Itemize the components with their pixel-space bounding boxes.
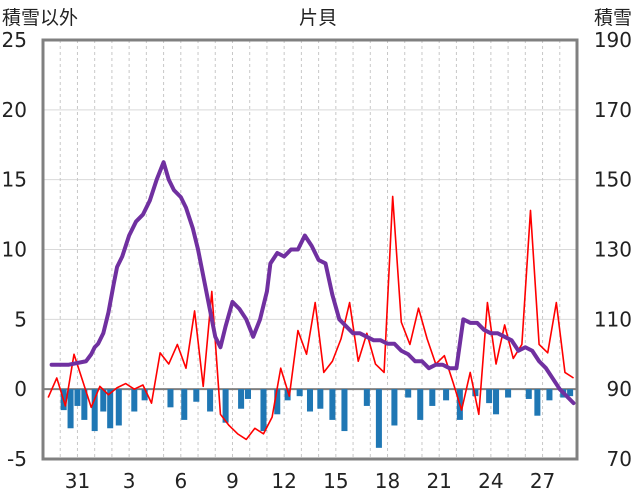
precipitation-bar: [417, 389, 424, 420]
left-axis-title: 積雪以外: [2, 7, 78, 29]
right-tick-label: 150: [594, 168, 632, 192]
x-tick-label: 12: [271, 469, 296, 493]
precipitation-bar: [91, 389, 98, 432]
precipitation-bar: [181, 389, 188, 420]
precipitation-bar: [207, 389, 214, 412]
x-tick-label: 27: [530, 469, 555, 493]
precipitation-bar: [193, 389, 200, 402]
x-tick-label: 3: [123, 469, 136, 493]
precipitation-bar: [222, 389, 229, 423]
precipitation-bar: [274, 389, 281, 415]
precipitation-bar: [260, 389, 267, 432]
x-axis-ticks: 31 3 6 9 12 15 18 21 24 27: [65, 469, 556, 493]
precipitation-bar: [493, 389, 500, 415]
precipitation-bar: [525, 389, 532, 399]
series-lines: [47, 160, 576, 441]
right-tick-label: 90: [607, 377, 632, 401]
precipitation-bar: [505, 389, 512, 398]
precipitation-bar: [296, 389, 303, 397]
precipitation-bar: [238, 389, 245, 409]
snow-depth-line: [49, 160, 576, 406]
right-tick-label: 110: [594, 307, 632, 331]
precipitation-bar: [317, 389, 324, 409]
right-tick-label: 70: [607, 447, 632, 471]
left-tick-label: -5: [7, 447, 27, 471]
right-axis-title: 積雪: [594, 7, 632, 29]
precipitation-bar: [67, 389, 74, 429]
precipitation-bar: [100, 389, 107, 412]
precipitation-bar: [429, 389, 436, 406]
right-tick-label: 170: [594, 98, 632, 122]
x-tick-label: 6: [174, 469, 187, 493]
right-axis-ticks: 190 170 150 130 110 90 70: [594, 28, 632, 471]
precipitation-bar: [375, 389, 382, 448]
chart-title: 片貝: [299, 7, 337, 29]
left-axis-ticks: 25 20 15 10 5 0 -5: [2, 28, 27, 471]
precipitation-bar: [141, 389, 148, 401]
precipitation-bar: [341, 389, 348, 432]
precipitation-bar: [244, 389, 252, 399]
precipitation-bar: [534, 389, 541, 416]
x-tick-label: 9: [226, 469, 239, 493]
left-tick-label: 0: [14, 377, 27, 401]
precipitation-bar: [131, 389, 138, 412]
precipitation-bar: [486, 389, 493, 404]
precipitation-bar: [74, 389, 81, 406]
precipitation-bar: [405, 389, 412, 398]
precipitation-bar: [363, 389, 370, 406]
temperature-line: [47, 195, 574, 441]
precipitation-bar: [306, 389, 314, 412]
precipitation-bars: [60, 389, 574, 448]
precipitation-bar: [115, 389, 122, 426]
x-tick-label: 21: [426, 469, 451, 493]
precipitation-bar: [167, 389, 174, 408]
precipitation-bar: [391, 389, 398, 426]
precipitation-bar: [81, 389, 88, 420]
left-tick-label: 15: [2, 168, 27, 192]
precipitation-bar: [472, 389, 479, 397]
left-tick-label: 25: [2, 28, 27, 52]
x-tick-label: 24: [478, 469, 503, 493]
x-tick-label: 31: [65, 469, 90, 493]
left-tick-label: 5: [14, 307, 27, 331]
precipitation-bar: [546, 389, 553, 401]
left-tick-label: 20: [2, 98, 27, 122]
right-tick-label: 190: [594, 28, 632, 52]
right-tick-label: 130: [594, 238, 632, 262]
x-tick-label: 15: [323, 469, 348, 493]
precipitation-bar: [567, 389, 574, 397]
left-tick-label: 10: [2, 238, 27, 262]
plot-frame: [41, 38, 579, 461]
precipitation-bar: [329, 389, 336, 420]
precipitation-bar: [284, 389, 291, 401]
precipitation-bar: [443, 389, 450, 401]
x-tick-label: 18: [375, 469, 400, 493]
precipitation-bar: [107, 389, 114, 429]
